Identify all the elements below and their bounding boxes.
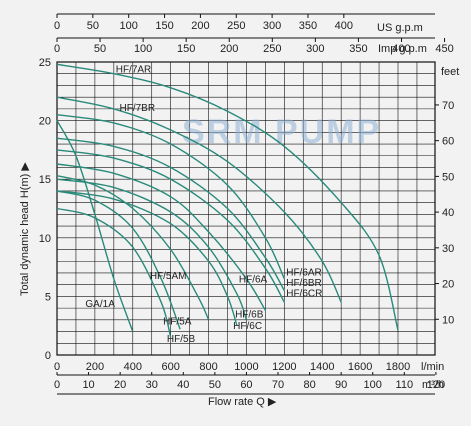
m3h-tick-label: 110	[396, 379, 414, 391]
m3h-tick-label: 30	[146, 379, 158, 391]
imp-gpm-tick-label: 100	[134, 43, 152, 55]
curve-hf-5a	[56, 190, 181, 330]
us-gpm-tick-label: 0	[54, 20, 60, 32]
feet-tick-label: 10	[442, 314, 454, 326]
curve-label-hf-6a: HF/6A	[239, 274, 268, 285]
imp-gpm-tick-label: 50	[94, 43, 106, 55]
m3h-tick-label: 50	[209, 379, 221, 391]
feet-tick-label: 70	[442, 100, 454, 112]
curve-hf-7br	[56, 96, 342, 303]
m3h-unit: m³/h	[422, 379, 444, 391]
imp-gpm-tick-label: 450	[435, 43, 453, 55]
curve-label-hf-5b: HF/5B	[167, 334, 196, 345]
lmin-tick-label: 400	[124, 361, 142, 373]
us-gpm-tick-label: 350	[299, 20, 317, 32]
curve-label-hf-6br: HF/6BR	[286, 278, 322, 289]
curve-hf-6b	[56, 178, 248, 321]
feet-tick-label: 20	[442, 279, 454, 291]
curve-label-hf-5am: HF/5AM	[150, 271, 187, 282]
m3h-tick-label: 10	[82, 379, 94, 391]
us-gpm-tick-label: 400	[335, 20, 353, 32]
imp-gpm-tick-label: 150	[177, 43, 195, 55]
curve-hf-6a	[56, 163, 266, 311]
curve-label-hf-6ar: HF/6AR	[286, 267, 322, 278]
curve-hf-5am	[56, 175, 210, 321]
lmin-tick-label: 1000	[234, 361, 258, 373]
imp-gpm-tick-label: 350	[349, 43, 367, 55]
curve-label-hf-6b: HF/6B	[235, 309, 264, 320]
curve-hf-6br	[56, 137, 285, 291]
y-tick-label: 5	[45, 291, 51, 303]
us-gpm-unit: US g.p.m	[377, 22, 423, 34]
lmin-tick-label: 600	[161, 361, 179, 373]
curve-hf-6cr	[56, 149, 285, 303]
curve-label-ga-1a: GA/1A	[85, 299, 115, 310]
y-axis-title: Total dynamic head H(m) ▶	[19, 162, 31, 296]
imp-gpm-tick-label: 0	[54, 43, 60, 55]
watermark: SRM PUMP	[182, 113, 381, 151]
m3h-tick-label: 20	[114, 379, 126, 391]
m3h-tick-label: 100	[364, 379, 382, 391]
lmin-tick-label: 1400	[310, 361, 334, 373]
y-tick-label: 20	[39, 116, 51, 128]
us-gpm-tick-label: 300	[263, 20, 281, 32]
m3h-tick-label: 80	[303, 379, 315, 391]
curve-hf-7ar	[56, 63, 399, 331]
feet-tick-label: 30	[442, 243, 454, 255]
curve-label-hf-6c: HF/6C	[233, 321, 262, 332]
imp-gpm-tick-label: 400	[392, 43, 410, 55]
curve-label-hf-5a: HF/5A	[163, 317, 192, 328]
curve-hf-6c	[56, 190, 238, 326]
curve-label-hf-6cr: HF/6CR	[286, 288, 322, 299]
lmin-tick-label: 0	[54, 361, 60, 373]
lmin-tick-label: 200	[86, 361, 104, 373]
x-axis-title: Flow rate Q ▶	[208, 396, 277, 408]
y-tick-label: 25	[39, 57, 51, 69]
feet-tick-label: 50	[442, 171, 454, 183]
curves	[56, 63, 399, 338]
m3h-tick-label: 40	[177, 379, 189, 391]
y-tick-label: 15	[39, 174, 51, 186]
lmin-tick-label: 1600	[348, 361, 372, 373]
m3h-tick-label: 0	[54, 379, 60, 391]
lmin-tick-label: 1200	[272, 361, 296, 373]
m3h-tick-label: 120	[427, 379, 445, 391]
curve-hf-5b	[56, 207, 172, 338]
m3h-tick-label: 90	[335, 379, 347, 391]
y-tick-label: 0	[45, 350, 51, 362]
y-tick-label: 10	[39, 233, 51, 245]
curve-hf-6ar	[56, 114, 285, 280]
curve-label-hf-7ar: HF/7AR	[116, 65, 152, 76]
us-gpm-tick-label: 100	[120, 20, 138, 32]
us-gpm-tick-label: 150	[155, 20, 173, 32]
feet-tick-label: 60	[442, 136, 454, 148]
imp-gpm-tick-label: 300	[306, 43, 324, 55]
lmin-unit: l/min	[421, 361, 444, 373]
feet-tick-label: 40	[442, 207, 454, 219]
imp-gpm-tick-label: 250	[263, 43, 281, 55]
curve-ga-1a	[56, 120, 134, 332]
us-gpm-tick-label: 200	[191, 20, 209, 32]
lmin-tick-label: 800	[199, 361, 217, 373]
us-gpm-tick-label: 250	[227, 20, 245, 32]
imp-gpm-unit: Imp g.p.m	[378, 43, 427, 55]
imp-gpm-tick-label: 200	[220, 43, 238, 55]
us-gpm-tick-label: 50	[87, 20, 99, 32]
lmin-tick-label: 1800	[386, 361, 410, 373]
m3h-tick-label: 70	[272, 379, 284, 391]
curve-label-hf-7br: HF/7BR	[120, 103, 156, 114]
m3h-tick-label: 60	[240, 379, 252, 391]
feet-unit: feet	[441, 66, 459, 78]
